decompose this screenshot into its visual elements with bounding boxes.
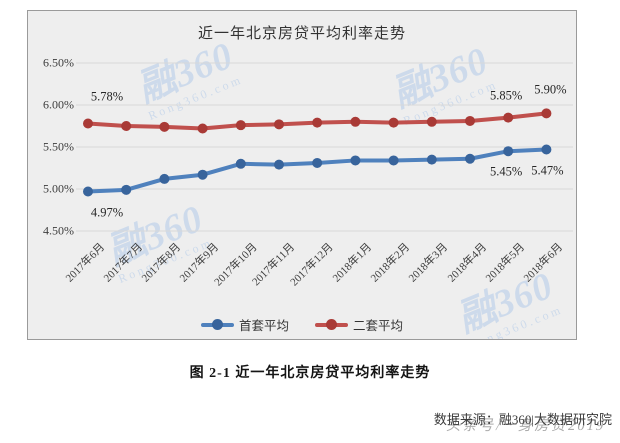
point-value-label: 5.90% (534, 82, 567, 97)
data-point (197, 169, 208, 180)
data-point (350, 116, 361, 127)
data-point (465, 153, 475, 164)
chart-panel: 融360 Rong360.com 融360 Rong360.com 融360 R… (27, 10, 577, 340)
data-point (388, 155, 399, 166)
legend-marker-icon (315, 319, 348, 330)
y-axis-tick-label: 6.00% (43, 97, 74, 112)
legend-dot (326, 319, 337, 330)
legend-item-二套平均: 二套平均 (315, 315, 403, 334)
series-line-首套平均 (86, 147, 549, 194)
data-point (426, 116, 437, 127)
legend-dot (211, 319, 223, 330)
point-value-label: 5.78% (90, 89, 124, 104)
plot-area (76, 62, 573, 232)
data-point (83, 118, 93, 129)
data-point (541, 144, 552, 155)
legend-label: 首套平均 (238, 319, 289, 333)
point-value-label: 5.85% (490, 88, 523, 103)
legend-marker-icon (200, 319, 234, 330)
chart-title: 近一年北京房贷平均利率走势 (197, 26, 406, 42)
legend-label: 二套平均 (353, 319, 404, 333)
data-point (350, 155, 361, 166)
data-point (83, 186, 93, 197)
point-value-label: 5.47% (531, 163, 564, 178)
data-point (121, 121, 132, 131)
data-point (465, 115, 475, 126)
y-axis-tick-label: 5.50% (43, 139, 74, 154)
data-point (312, 157, 323, 168)
figure-caption: 图 2-1 近一年北京房贷平均利率走势 (189, 366, 431, 381)
data-point (312, 117, 323, 128)
data-point (197, 123, 208, 134)
data-point (159, 173, 170, 184)
data-point (274, 159, 284, 170)
y-axis-tick-label: 5.00% (43, 181, 74, 196)
data-source-text: 数据来源：融360|大数据研究院 (433, 412, 612, 427)
data-point (159, 121, 170, 132)
data-point (541, 108, 552, 119)
y-axis-tick-label: 6.50% (43, 55, 74, 70)
data-point (388, 117, 399, 128)
chart-legend: 首套平均 二套平均 (28, 315, 576, 334)
point-value-label: 4.97% (90, 205, 124, 220)
legend-item-首套平均: 首套平均 (200, 315, 289, 334)
y-axis-tick-label: 4.50% (43, 223, 74, 238)
data-point (235, 120, 246, 131)
data-point (274, 119, 284, 130)
data-point (503, 146, 514, 157)
data-point (121, 184, 132, 195)
point-value-label: 5.45% (490, 164, 523, 179)
data-point (503, 112, 514, 123)
data-point (235, 158, 246, 169)
data-point (426, 154, 437, 165)
